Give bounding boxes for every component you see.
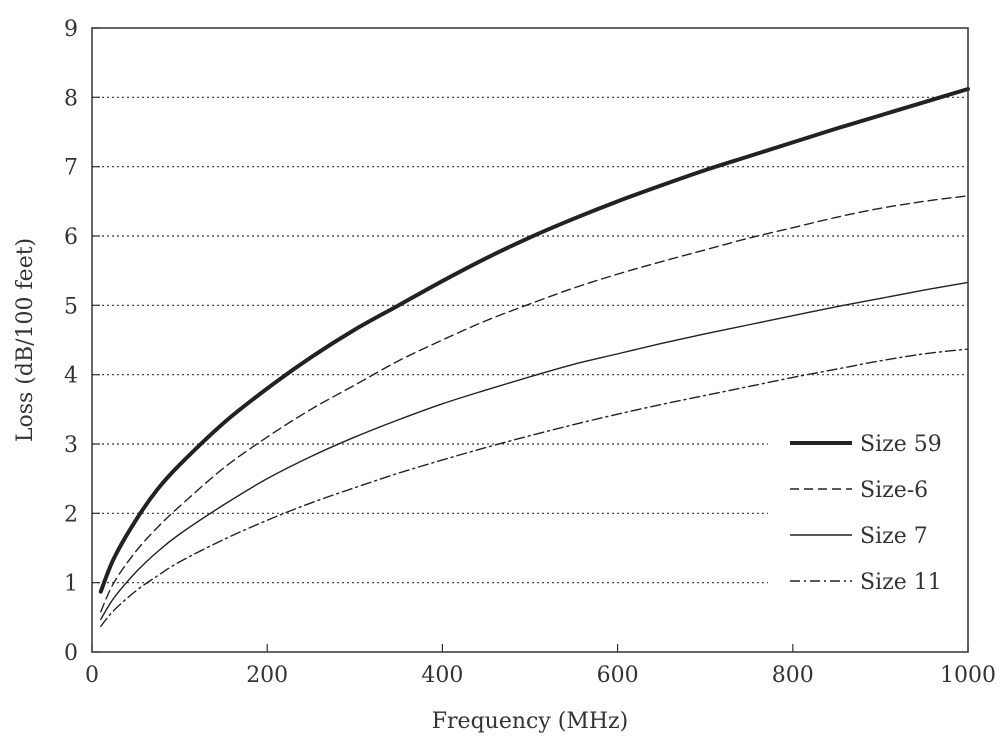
y-tick-label: 2 bbox=[64, 502, 78, 527]
y-tick-label: 8 bbox=[64, 86, 78, 111]
gridlines bbox=[92, 96, 968, 584]
y-axis-title: Loss (dB/100 feet) bbox=[13, 238, 38, 442]
series-line-size-11 bbox=[100, 348, 969, 628]
legend: Size 59 Size-6 Size 7 Size 11 bbox=[790, 432, 942, 595]
y-tick-label: 5 bbox=[64, 294, 78, 319]
series-line-size-59 bbox=[98, 87, 970, 594]
plot-frame bbox=[91, 27, 969, 653]
y-tick-label: 6 bbox=[64, 225, 78, 250]
y-tick-label: 7 bbox=[64, 156, 78, 181]
x-tick-label: 1000 bbox=[940, 663, 996, 688]
y-tick-label: 0 bbox=[64, 641, 78, 666]
y-tick-label: 9 bbox=[64, 17, 78, 42]
legend-label: Size 59 bbox=[860, 432, 942, 457]
x-tick-label: 400 bbox=[421, 663, 463, 688]
legend-label: Size 7 bbox=[860, 524, 928, 549]
y-tick-label: 3 bbox=[64, 433, 78, 458]
series-line-size-7 bbox=[100, 281, 969, 621]
y-tick-label: 1 bbox=[64, 572, 78, 597]
y-tick-label: 4 bbox=[64, 364, 78, 389]
series-lines bbox=[98, 87, 970, 628]
series-line-size-6 bbox=[100, 195, 969, 613]
x-tick-label: 800 bbox=[772, 663, 814, 688]
x-tick-label: 0 bbox=[85, 663, 99, 688]
legend-label: Size-6 bbox=[860, 478, 928, 503]
x-tick-label: 200 bbox=[246, 663, 288, 688]
x-axis-title: Frequency (MHz) bbox=[432, 709, 628, 734]
x-tick-label: 600 bbox=[597, 663, 639, 688]
axis-ticks: 0 1 2 3 4 5 6 7 8 9 0 200 400 600 800 1000 bbox=[64, 17, 996, 688]
legend-label: Size 11 bbox=[860, 570, 942, 595]
